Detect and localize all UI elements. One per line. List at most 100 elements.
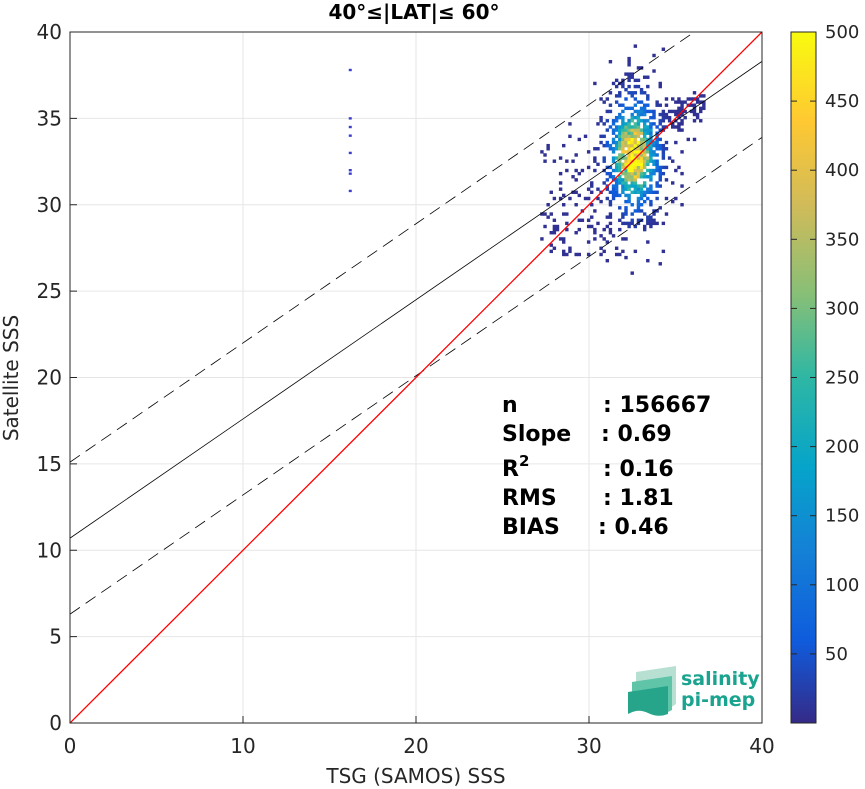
density-cell-360 [630, 72, 634, 76]
density-cell-675 [683, 109, 687, 114]
density-cell-435 [639, 190, 644, 194]
density-cell-119 [602, 122, 606, 126]
density-cell-141 [608, 212, 613, 216]
outlier-point-4 [348, 151, 352, 155]
density-cell-630 [664, 112, 669, 117]
density-cell-505 [646, 156, 650, 160]
density-cell-495 [646, 221, 650, 226]
density-cell-573 [655, 181, 659, 185]
density-cell-48 [568, 134, 572, 139]
density-cell-491 [642, 91, 647, 95]
density-cell-546 [649, 122, 653, 126]
density-cell-452 [639, 128, 644, 132]
density-cell-373 [633, 162, 638, 167]
density-cell-24 [555, 224, 560, 229]
density-cell-53 [574, 252, 578, 257]
density-cell-547 [649, 115, 653, 120]
density-cell-523 [649, 218, 653, 222]
density-cell-500 [646, 187, 650, 191]
density-cell-568 [655, 221, 659, 226]
density-cell-246 [621, 137, 625, 142]
density-cell-83 [590, 184, 594, 188]
density-cell-464 [642, 199, 647, 204]
density-cell-236 [621, 178, 625, 182]
density-cell-262 [624, 212, 628, 216]
density-cell-529 [649, 184, 653, 188]
density-cell-652 [677, 165, 681, 170]
density-cell-361 [633, 249, 638, 254]
density-cell-429 [636, 66, 641, 70]
density-cell-443 [639, 159, 644, 163]
density-cell-224 [618, 94, 622, 98]
density-cell-1 [540, 212, 544, 216]
density-cell-106 [599, 134, 603, 139]
density-cell-466 [642, 190, 647, 194]
density-cell-154 [608, 59, 613, 64]
salinity-pi-mep-logo: salinity pi-mep [628, 666, 760, 716]
density-cell-418 [636, 131, 641, 135]
density-cell-233 [621, 187, 625, 191]
density-cell-510 [646, 137, 650, 142]
density-cell-165 [611, 156, 616, 160]
density-cell-683 [692, 137, 697, 142]
density-cell-103 [599, 199, 603, 204]
density-cell-614 [661, 143, 666, 148]
density-cell-691 [695, 115, 700, 120]
density-cell-551 [652, 212, 656, 216]
density-cell-22 [552, 159, 557, 163]
density-cell-595 [658, 165, 662, 170]
density-cell-695 [699, 119, 703, 123]
outlier-point-5 [348, 169, 352, 172]
y-tick-label-0: 0 [49, 711, 62, 735]
density-cell-387 [633, 115, 638, 120]
density-cell-259 [624, 255, 628, 260]
density-cell-309 [627, 143, 631, 148]
density-cell-400 [636, 199, 641, 204]
density-cell-129 [605, 171, 610, 176]
density-cell-347 [630, 140, 634, 145]
density-cell-74 [586, 218, 591, 222]
density-cell-34 [562, 237, 566, 241]
density-cell-509 [646, 140, 650, 145]
density-cell-424 [636, 112, 641, 117]
density-cell-613 [661, 147, 666, 151]
density-cell-162 [611, 175, 616, 179]
density-cell-472 [642, 162, 647, 167]
density-cell-339 [630, 165, 634, 170]
density-cell-18 [552, 227, 557, 232]
density-cell-403 [636, 187, 641, 191]
density-cell-362 [633, 224, 638, 229]
density-cell-146 [608, 171, 613, 176]
density-cell-43 [565, 168, 569, 173]
density-cell-518 [646, 94, 650, 98]
density-cell-308 [627, 147, 631, 151]
density-cell-383 [633, 131, 638, 135]
density-cell-431 [639, 209, 644, 213]
density-cell-210 [618, 159, 622, 163]
density-cell-358 [630, 91, 634, 95]
density-cell-388 [633, 109, 638, 114]
density-cell-41 [565, 221, 569, 226]
density-cell-89 [593, 168, 597, 173]
density-cell-200 [618, 227, 622, 232]
density-cell-31 [562, 252, 566, 257]
stat-slope-label: Slope [502, 422, 571, 447]
density-cell-98 [596, 147, 600, 151]
density-cell-439 [639, 171, 644, 176]
density-cell-263 [624, 209, 628, 213]
density-cell-688 [692, 103, 697, 107]
density-cell-270 [624, 178, 628, 182]
density-cell-697 [699, 106, 703, 111]
density-cell-519 [646, 84, 650, 89]
density-cell-166 [611, 150, 616, 154]
density-cell-423 [636, 115, 641, 120]
density-cell-469 [642, 175, 647, 179]
density-cell-297 [627, 184, 631, 188]
density-cell-422 [636, 119, 641, 123]
density-cell-109 [599, 97, 603, 101]
colorbar-tick-label-0: 50 [825, 644, 848, 665]
density-cell-646 [674, 140, 678, 145]
density-cell-125 [605, 196, 610, 201]
density-cell-384 [633, 128, 638, 132]
density-cell-346 [630, 143, 634, 148]
